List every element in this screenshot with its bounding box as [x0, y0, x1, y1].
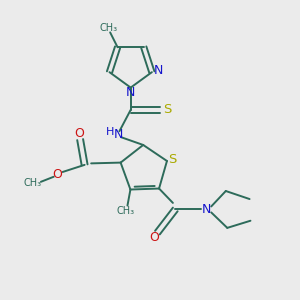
Text: O: O: [149, 232, 159, 244]
Text: O: O: [52, 168, 62, 181]
Text: O: O: [75, 127, 85, 140]
Text: N: N: [202, 203, 211, 216]
Text: CH₃: CH₃: [116, 206, 134, 216]
Text: S: S: [168, 153, 176, 166]
Text: CH₃: CH₃: [23, 178, 42, 188]
Text: N: N: [125, 86, 135, 99]
Text: S: S: [163, 103, 171, 116]
Text: N: N: [113, 128, 123, 141]
Text: N: N: [154, 64, 163, 77]
Text: H: H: [106, 127, 115, 137]
Text: CH₃: CH₃: [100, 23, 118, 33]
